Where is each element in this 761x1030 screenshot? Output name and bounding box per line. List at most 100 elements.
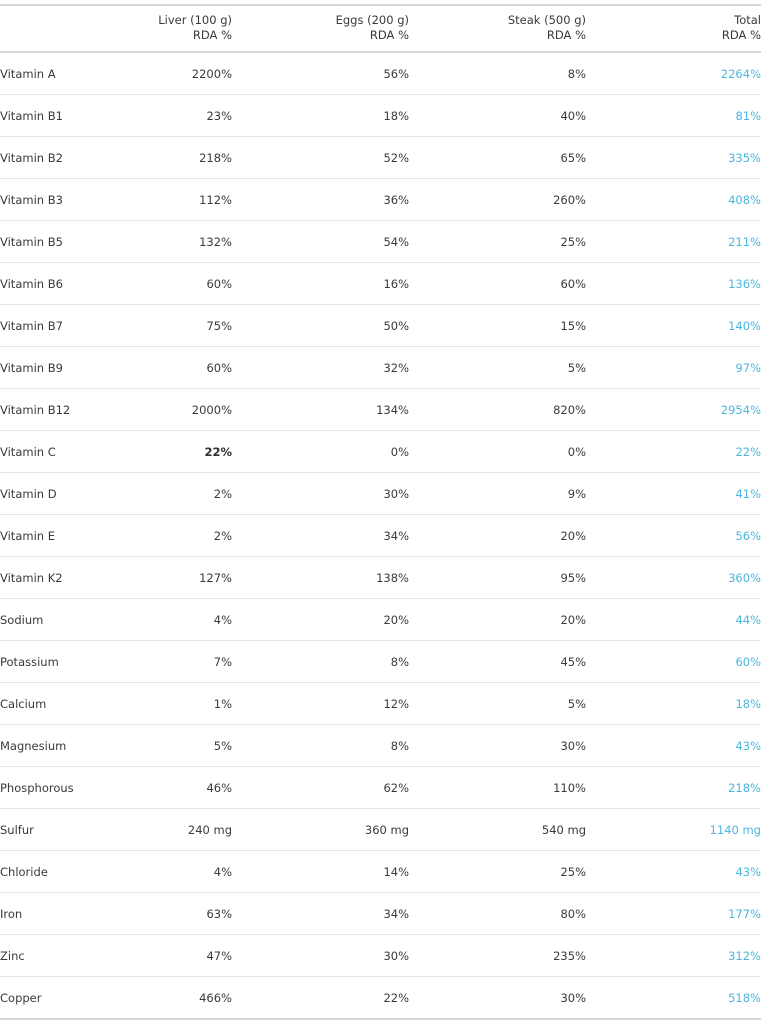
liver-rda-cell: 2% [120,514,232,557]
table-row: Vitamin C 22% 0% 0% 22% [0,430,761,473]
nutrient-name-cell: Vitamin B6 [0,262,120,305]
steak-rda-cell: 110% [409,766,586,809]
nutrient-name-cell: Vitamin D [0,472,120,515]
table-row: Potassium 7% 8% 45% 60% [0,640,761,683]
steak-rda-cell: 540 mg [409,808,586,851]
table-row: Sodium 4% 20% 20% 44% [0,598,761,641]
nutrient-name-cell: Zinc [0,934,120,977]
liver-rda-cell: 132% [120,220,232,263]
steak-rda-cell: 65% [409,136,586,179]
header-total: Total RDA % [586,5,761,53]
eggs-rda-cell: 20% [232,598,409,641]
nutrient-name-cell: Vitamin B9 [0,346,120,389]
nutrient-name-cell: Vitamin B12 [0,388,120,431]
eggs-rda-cell: 50% [232,304,409,347]
steak-rda-cell: 0% [409,430,586,473]
total-rda-cell: 43% [586,850,761,893]
rda-table: Liver (100 g) RDA % Eggs (200 g) RDA % S… [0,4,761,1020]
total-rda-cell: 41% [586,472,761,515]
steak-rda-cell: 30% [409,976,586,1020]
table-row: Vitamin E 2% 34% 20% 56% [0,514,761,557]
eggs-rda-cell: 8% [232,724,409,767]
nutrient-name-cell: Vitamin B2 [0,136,120,179]
table-row: Calcium 1% 12% 5% 18% [0,682,761,725]
table-row: Zinc 47% 30% 235% 312% [0,934,761,977]
steak-rda-cell: 95% [409,556,586,599]
liver-rda-cell: 47% [120,934,232,977]
steak-rda-cell: 25% [409,850,586,893]
liver-rda-cell: 5% [120,724,232,767]
nutrient-name-cell: Sulfur [0,808,120,851]
liver-rda-cell: 23% [120,94,232,137]
total-rda-cell: 56% [586,514,761,557]
nutrient-name-cell: Vitamin K2 [0,556,120,599]
nutrient-name-cell: Vitamin C [0,430,120,473]
eggs-rda-cell: 134% [232,388,409,431]
total-rda-cell: 218% [586,766,761,809]
steak-rda-cell: 40% [409,94,586,137]
header-total-title: Total [734,13,761,27]
total-rda-cell: 60% [586,640,761,683]
total-rda-cell: 2264% [586,52,761,95]
steak-rda-cell: 25% [409,220,586,263]
table-row: Vitamin B7 75% 50% 15% 140% [0,304,761,347]
liver-rda-cell: 4% [120,598,232,641]
eggs-rda-cell: 0% [232,430,409,473]
header-nutrient [0,5,120,53]
table-row: Vitamin B6 60% 16% 60% 136% [0,262,761,305]
nutrient-name-cell: Vitamin A [0,52,120,95]
total-rda-cell: 22% [586,430,761,473]
total-rda-cell: 43% [586,724,761,767]
nutrient-name-cell: Vitamin E [0,514,120,557]
nutrient-name-cell: Phosphorous [0,766,120,809]
liver-rda-cell: 2% [120,472,232,515]
liver-rda-cell: 63% [120,892,232,935]
total-rda-cell: 140% [586,304,761,347]
nutrient-name-cell: Vitamin B1 [0,94,120,137]
table-row: Vitamin B5 132% 54% 25% 211% [0,220,761,263]
total-rda-cell: 518% [586,976,761,1020]
eggs-rda-cell: 62% [232,766,409,809]
liver-rda-cell: 2200% [120,52,232,95]
eggs-rda-cell: 12% [232,682,409,725]
steak-rda-cell: 20% [409,598,586,641]
steak-rda-cell: 80% [409,892,586,935]
nutrient-name-cell: Calcium [0,682,120,725]
eggs-rda-cell: 34% [232,514,409,557]
steak-rda-cell: 8% [409,52,586,95]
liver-rda-cell: 127% [120,556,232,599]
liver-rda-cell: 4% [120,850,232,893]
table-row: Vitamin B3 112% 36% 260% 408% [0,178,761,221]
steak-rda-cell: 235% [409,934,586,977]
table-row: Vitamin D 2% 30% 9% 41% [0,472,761,515]
nutrient-name-cell: Potassium [0,640,120,683]
total-rda-cell: 360% [586,556,761,599]
eggs-rda-cell: 360 mg [232,808,409,851]
total-rda-cell: 177% [586,892,761,935]
nutrient-name-cell: Chloride [0,850,120,893]
table-row: Vitamin B9 60% 32% 5% 97% [0,346,761,389]
table-row: Magnesium 5% 8% 30% 43% [0,724,761,767]
table-row: Vitamin B12 2000% 134% 820% 2954% [0,388,761,431]
table-row: Vitamin B1 23% 18% 40% 81% [0,94,761,137]
header-row: Liver (100 g) RDA % Eggs (200 g) RDA % S… [0,5,761,53]
liver-rda-cell: 2000% [120,388,232,431]
liver-rda-cell: 22% [120,430,232,473]
eggs-rda-cell: 36% [232,178,409,221]
eggs-rda-cell: 52% [232,136,409,179]
steak-rda-cell: 60% [409,262,586,305]
steak-rda-cell: 15% [409,304,586,347]
liver-rda-cell: 60% [120,346,232,389]
eggs-rda-cell: 32% [232,346,409,389]
total-rda-cell: 136% [586,262,761,305]
nutrient-name-cell: Vitamin B5 [0,220,120,263]
header-steak-title: Steak (500 g) [507,13,586,27]
table-row: Sulfur 240 mg 360 mg 540 mg 1140 mg [0,808,761,851]
total-rda-cell: 18% [586,682,761,725]
liver-rda-cell: 60% [120,262,232,305]
header-steak-unit: RDA % [546,28,586,42]
steak-rda-cell: 9% [409,472,586,515]
eggs-rda-cell: 30% [232,472,409,515]
liver-rda-cell: 112% [120,178,232,221]
